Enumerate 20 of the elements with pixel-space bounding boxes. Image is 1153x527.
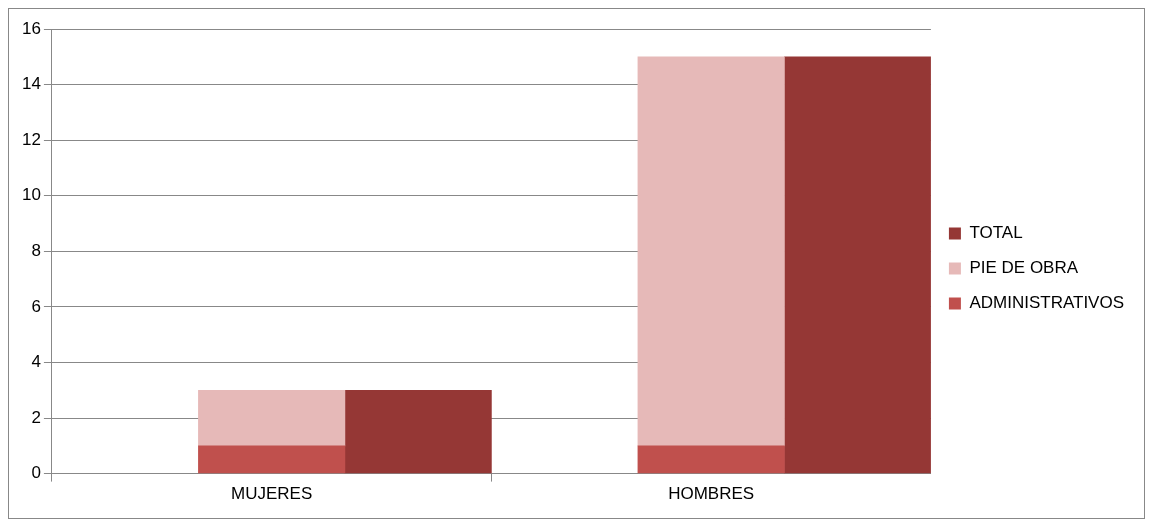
legend-label: ADMINISTRATIVOS bbox=[969, 293, 1125, 313]
y-tick-label: 0 bbox=[31, 463, 41, 483]
x-tick-label: MUJERES bbox=[231, 484, 313, 504]
y-tick-label: 14 bbox=[21, 74, 41, 94]
legend-label: PIE DE OBRA bbox=[969, 258, 1079, 278]
bar bbox=[784, 56, 931, 474]
bar bbox=[198, 389, 346, 447]
y-tick-label: 16 bbox=[21, 18, 41, 38]
y-tick-label: 10 bbox=[21, 185, 41, 205]
y-tick-label: 6 bbox=[31, 296, 41, 316]
y-tick-label: 4 bbox=[31, 352, 41, 372]
bar bbox=[198, 445, 346, 474]
y-tick-label: 8 bbox=[31, 240, 41, 260]
y-tick-label: 12 bbox=[21, 129, 41, 149]
y-tick-label: 2 bbox=[31, 407, 41, 427]
bar bbox=[344, 389, 492, 474]
x-tick-label: HOMBRES bbox=[668, 484, 755, 504]
bar bbox=[637, 445, 785, 474]
bar bbox=[637, 56, 785, 447]
legend-label: TOTAL bbox=[969, 223, 1023, 243]
